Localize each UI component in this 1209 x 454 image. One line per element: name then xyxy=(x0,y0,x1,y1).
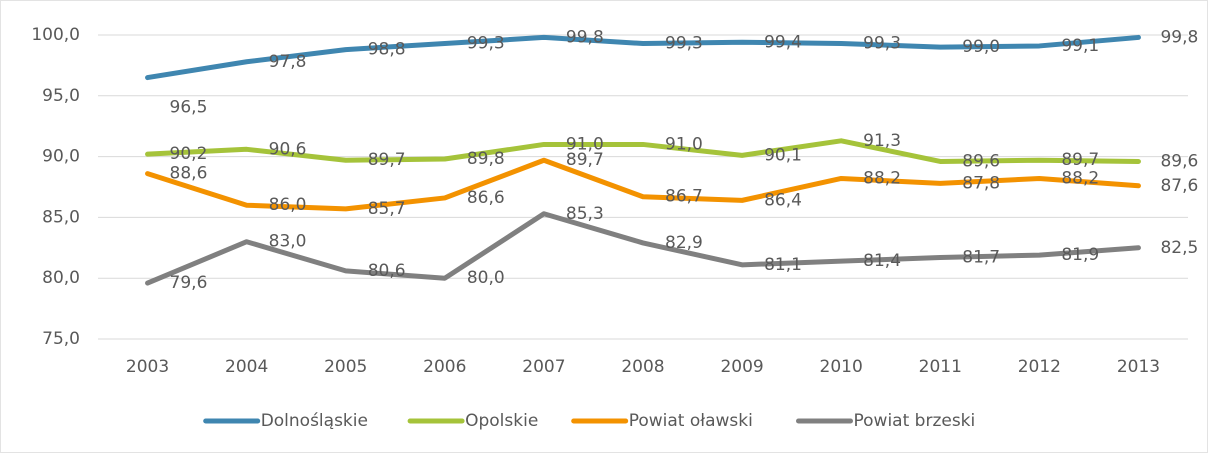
data-label: 89,7 xyxy=(368,150,406,170)
data-label: 91,3 xyxy=(863,131,901,151)
data-label: 89,6 xyxy=(962,151,1000,171)
x-tick-label: 2008 xyxy=(621,357,664,377)
data-label: 99,1 xyxy=(1061,36,1099,56)
series-line xyxy=(145,138,1141,164)
data-label: 86,4 xyxy=(764,190,802,210)
y-tick-label: 80,0 xyxy=(42,268,80,288)
x-tick-label: 2007 xyxy=(522,357,565,377)
data-label: 96,5 xyxy=(170,98,208,118)
data-label: 99,3 xyxy=(863,34,901,54)
y-tick-label: 90,0 xyxy=(42,147,80,167)
data-label: 89,7 xyxy=(566,150,604,170)
y-tick-label: 95,0 xyxy=(42,86,80,106)
x-tick-label: 2011 xyxy=(919,357,962,377)
data-label: 99,4 xyxy=(764,32,802,52)
data-label: 99,8 xyxy=(1160,27,1198,47)
x-tick-label: 2003 xyxy=(126,357,169,377)
data-label: 86,7 xyxy=(665,187,703,207)
data-label: 87,6 xyxy=(1160,176,1198,196)
data-label: 89,8 xyxy=(467,149,505,169)
data-label: 82,9 xyxy=(665,233,703,253)
x-tick-label: 2013 xyxy=(1117,357,1160,377)
legend-label: Powiat brzeski xyxy=(854,411,976,431)
data-label: 89,7 xyxy=(1061,150,1099,170)
y-tick-label: 85,0 xyxy=(42,207,80,227)
x-tick-label: 2004 xyxy=(225,357,268,377)
data-label: 88,2 xyxy=(863,168,901,188)
data-label: 83,0 xyxy=(269,232,307,252)
legend-label: Opolskie xyxy=(465,411,538,431)
series-line xyxy=(145,34,1141,81)
data-label: 98,8 xyxy=(368,40,406,60)
data-label: 80,0 xyxy=(467,268,505,288)
data-label: 89,6 xyxy=(1160,151,1198,171)
data-label: 86,6 xyxy=(467,188,505,208)
x-tick-label: 2010 xyxy=(820,357,863,377)
data-label: 80,6 xyxy=(368,261,406,281)
data-label: 99,8 xyxy=(566,27,604,47)
data-label: 97,8 xyxy=(269,52,307,72)
data-label: 81,9 xyxy=(1061,245,1099,265)
data-label: 90,2 xyxy=(170,144,208,164)
data-label: 85,3 xyxy=(566,204,604,224)
data-label: 90,6 xyxy=(269,139,307,159)
data-label: 81,7 xyxy=(962,248,1000,268)
x-tick-label: 2012 xyxy=(1018,357,1061,377)
data-label: 88,6 xyxy=(170,164,208,184)
data-label: 99,3 xyxy=(467,34,505,54)
data-label: 91,0 xyxy=(566,134,604,154)
y-tick-label: 100,0 xyxy=(31,25,80,45)
data-label: 88,2 xyxy=(1061,168,1099,188)
data-label: 79,6 xyxy=(170,273,208,293)
y-tick-label: 75,0 xyxy=(42,329,80,349)
series-line xyxy=(145,157,1141,212)
data-label: 81,4 xyxy=(863,251,901,271)
data-label: 87,8 xyxy=(962,173,1000,193)
x-tick-label: 2009 xyxy=(720,357,763,377)
data-label: 82,5 xyxy=(1160,238,1198,258)
x-tick-label: 2005 xyxy=(324,357,367,377)
legend-label: Dolnośląskie xyxy=(261,411,368,431)
x-tick-label: 2006 xyxy=(423,357,466,377)
data-label: 91,0 xyxy=(665,134,703,154)
data-label: 90,1 xyxy=(764,145,802,165)
data-label: 99,3 xyxy=(665,34,703,54)
series-line xyxy=(145,211,1141,286)
data-label: 86,0 xyxy=(269,195,307,215)
legend-label: Powiat oławski xyxy=(629,411,753,431)
data-label: 85,7 xyxy=(368,199,406,219)
data-label: 81,1 xyxy=(764,255,802,275)
data-label: 99,0 xyxy=(962,37,1000,57)
